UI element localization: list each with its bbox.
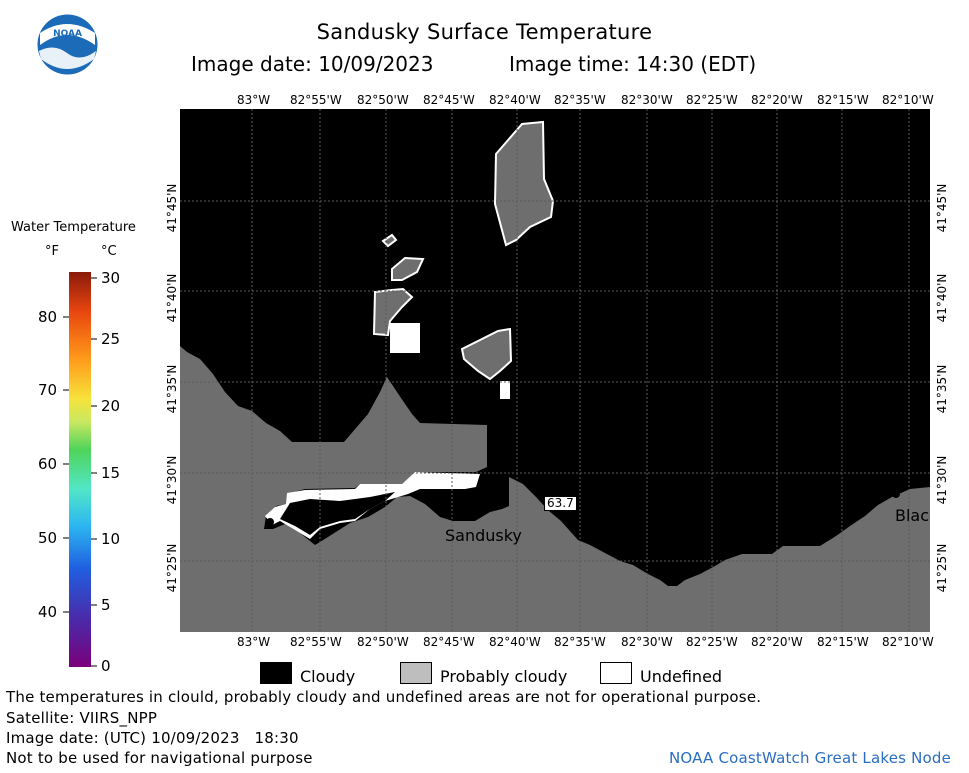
- colorbar-unit-f: °F: [45, 244, 59, 259]
- lat-label-right: 41°45'N: [935, 183, 949, 233]
- lat-label-right: 41°25'N: [935, 543, 949, 593]
- lat-label-left: 41°25'N: [165, 543, 179, 593]
- graticule-meridians: [251, 109, 910, 632]
- legend-label-cloudy: Cloudy: [300, 667, 356, 686]
- lat-label-right: 41°35'N: [935, 364, 949, 414]
- land-mainland: [180, 346, 930, 632]
- colorbar-unit-c: °C: [101, 244, 117, 259]
- c-tick-10: 10: [101, 530, 121, 548]
- c-tick-30: 30: [101, 269, 121, 287]
- lon-label-bottom: 82°35'W: [554, 635, 606, 649]
- lon-label-top: 82°50'W: [357, 93, 409, 107]
- graticule: [180, 200, 930, 562]
- legend-swatch-undefined: [600, 662, 632, 684]
- undefined-patch-2: [500, 381, 510, 399]
- lon-label-bottom: 82°55'W: [290, 635, 342, 649]
- lon-label-top: 82°40'W: [489, 93, 541, 107]
- lon-label-top: 82°35'W: [554, 93, 606, 107]
- island-small-1: [391, 256, 425, 281]
- cloud-pocket: [280, 492, 395, 535]
- f-tick-50: 50: [38, 529, 58, 547]
- lon-label-bottom: 82°25'W: [686, 635, 738, 649]
- lon-label-bottom: 82°10'W: [882, 635, 934, 649]
- black-marker: [892, 490, 900, 498]
- lon-label-top: 83°W: [237, 93, 271, 107]
- legend-swatch-cloudy: [260, 662, 292, 684]
- island-south-bass: [460, 327, 513, 381]
- station-marker: [266, 518, 274, 526]
- place-label-black: Blac: [895, 506, 930, 525]
- footer-satellite: Satellite: VIIRS_NPP: [6, 709, 158, 727]
- lat-label-left: 41°45'N: [165, 183, 179, 233]
- lon-label-bottom: 82°45'W: [423, 635, 475, 649]
- c-tick-15: 15: [101, 464, 121, 482]
- image-time: Image time: 14:30 (EDT): [509, 52, 757, 76]
- lat-label-left: 41°35'N: [165, 364, 179, 414]
- svg-text:NOAA: NOAA: [53, 29, 82, 39]
- colorbar-title: Water Temperature: [11, 220, 136, 235]
- c-tick-0: 0: [101, 657, 111, 675]
- lon-label-top: 82°20'W: [751, 93, 803, 107]
- colorbar: [63, 272, 97, 667]
- f-tick-40: 40: [38, 603, 58, 621]
- lat-label-right: 41°30'N: [935, 455, 949, 505]
- lat-label-left: 41°30'N: [165, 455, 179, 505]
- island-middle-bass: [372, 287, 414, 337]
- lon-label-top: 82°25'W: [686, 93, 738, 107]
- lon-label-top: 82°55'W: [290, 93, 342, 107]
- lon-label-top: 82°45'W: [423, 93, 475, 107]
- f-tick-70: 70: [38, 381, 58, 399]
- lon-label-top: 82°10'W: [882, 93, 934, 107]
- sandusky-marker: [486, 503, 494, 511]
- c-tick-20: 20: [101, 397, 121, 415]
- legend-swatch-probably-cloudy: [400, 662, 432, 684]
- place-label-sandusky: Sandusky: [445, 526, 522, 545]
- lon-label-bottom: 82°15'W: [817, 635, 869, 649]
- station-value-label: 63.7: [544, 496, 577, 511]
- island-small-2: [381, 233, 398, 248]
- f-tick-80: 80: [38, 308, 58, 326]
- map-panel: [180, 109, 930, 632]
- footer-utc-date: Image date: (UTC) 10/09/2023 18:30: [6, 729, 299, 747]
- noaa-logo: NOAA: [37, 14, 98, 75]
- lon-label-bottom: 82°30'W: [621, 635, 673, 649]
- island-kelleys: [493, 120, 555, 247]
- footer-credit: NOAA CoastWatch Great Lakes Node: [669, 749, 952, 767]
- map-title: Sandusky Surface Temperature: [316, 20, 653, 44]
- legend-label-undefined: Undefined: [640, 667, 723, 686]
- lon-label-bottom: 82°50'W: [357, 635, 409, 649]
- image-date: Image date: 10/09/2023: [191, 52, 434, 76]
- undefined-patch: [390, 323, 420, 353]
- legend-label-probably-cloudy: Probably cloudy: [440, 667, 568, 686]
- f-tick-60: 60: [38, 455, 58, 473]
- lon-label-top: 82°30'W: [621, 93, 673, 107]
- lon-label-bottom: 82°20'W: [751, 635, 803, 649]
- lat-label-right: 41°40'N: [935, 273, 949, 323]
- lat-label-left: 41°40'N: [165, 273, 179, 323]
- lon-label-bottom: 83°W: [237, 635, 271, 649]
- footer-nav-warning: Not to be used for navigational purpose: [6, 749, 313, 767]
- c-tick-25: 25: [101, 330, 121, 348]
- c-tick-5: 5: [101, 596, 111, 614]
- footer-disclaimer: The temperatures in clould, probably clo…: [6, 688, 762, 706]
- lon-label-bottom: 82°40'W: [489, 635, 541, 649]
- lon-label-top: 82°15'W: [817, 93, 869, 107]
